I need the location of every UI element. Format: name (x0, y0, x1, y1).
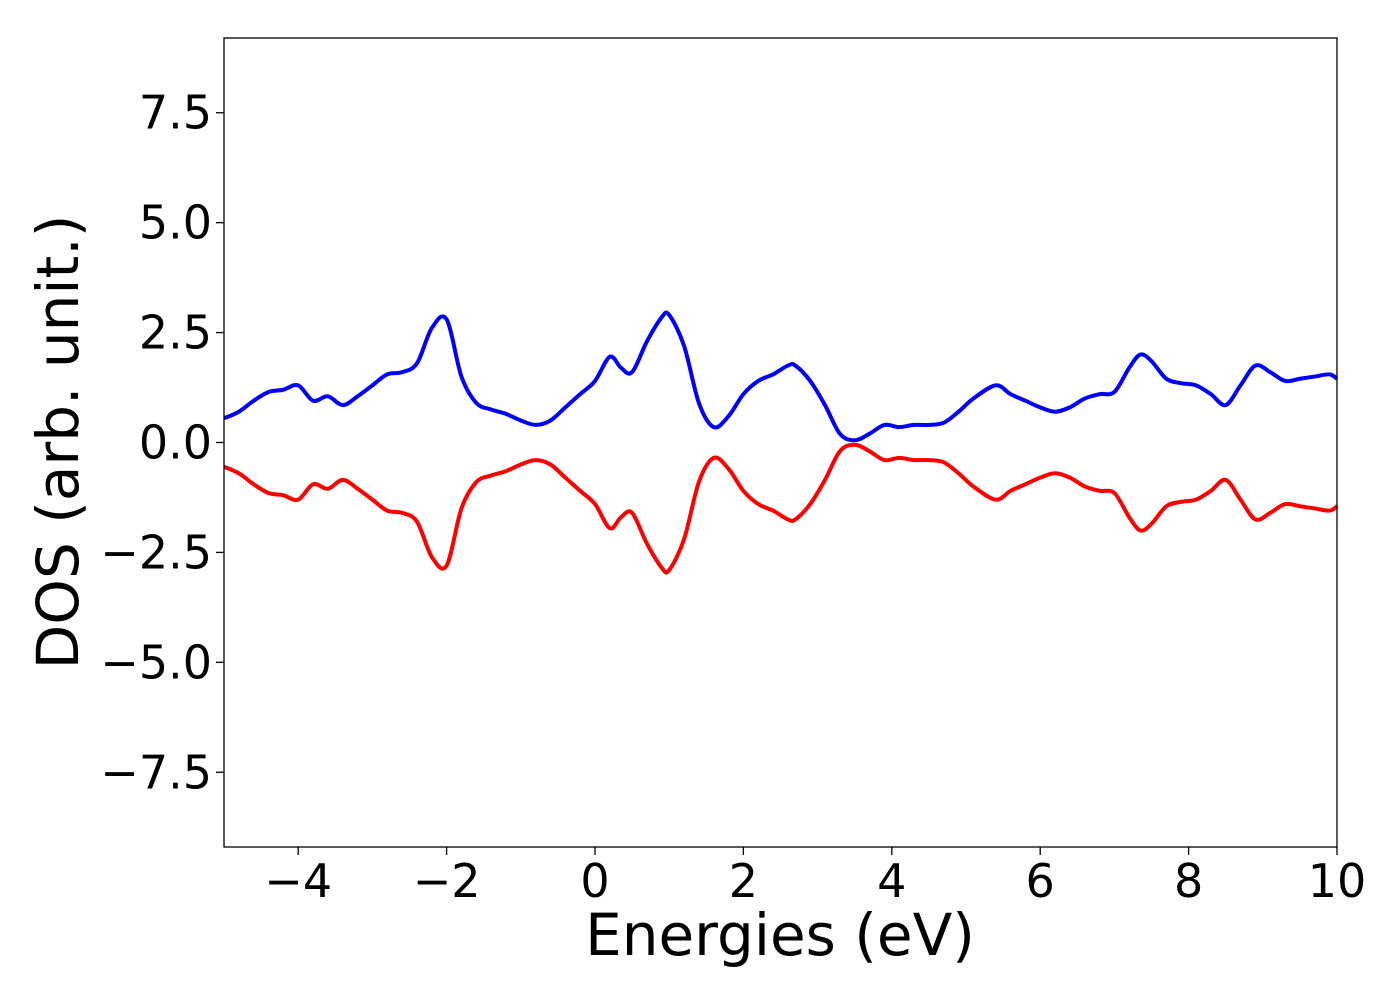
x-axis-ticks: −4 −2 0 2 4 6 8 10 (264, 847, 1366, 908)
y-axis-ticks: 7.5 5.0 2.5 0.0 −2.5 −5.0 −7.5 (100, 86, 224, 799)
x-tick-label: 10 (1308, 854, 1367, 908)
y-tick-label: 0.0 (139, 416, 212, 470)
x-tick-label: 6 (1026, 854, 1055, 908)
plot-frame (223, 37, 1338, 848)
y-axis-title: DOS (arb. unit.) (24, 215, 92, 670)
y-tick-label: −5.0 (100, 635, 212, 689)
x-tick-label: 4 (877, 854, 906, 908)
y-tick-label: 5.0 (139, 196, 212, 250)
x-axis-title: Energies (eV) (585, 901, 975, 969)
y-tick-label: −7.5 (100, 745, 212, 799)
x-tick-label: 8 (1174, 854, 1203, 908)
series-line-1 (223, 310, 1339, 443)
y-tick-label: 2.5 (139, 306, 212, 360)
x-tick-label: 0 (580, 854, 609, 908)
y-tick-label: 7.5 (139, 86, 212, 140)
x-tick-label: −2 (413, 854, 481, 908)
series-layer (223, 310, 1339, 575)
series-line-2 (223, 442, 1339, 575)
y-tick-label: −2.5 (100, 525, 212, 579)
x-tick-label: −4 (264, 854, 332, 908)
x-tick-label: 2 (729, 854, 758, 908)
